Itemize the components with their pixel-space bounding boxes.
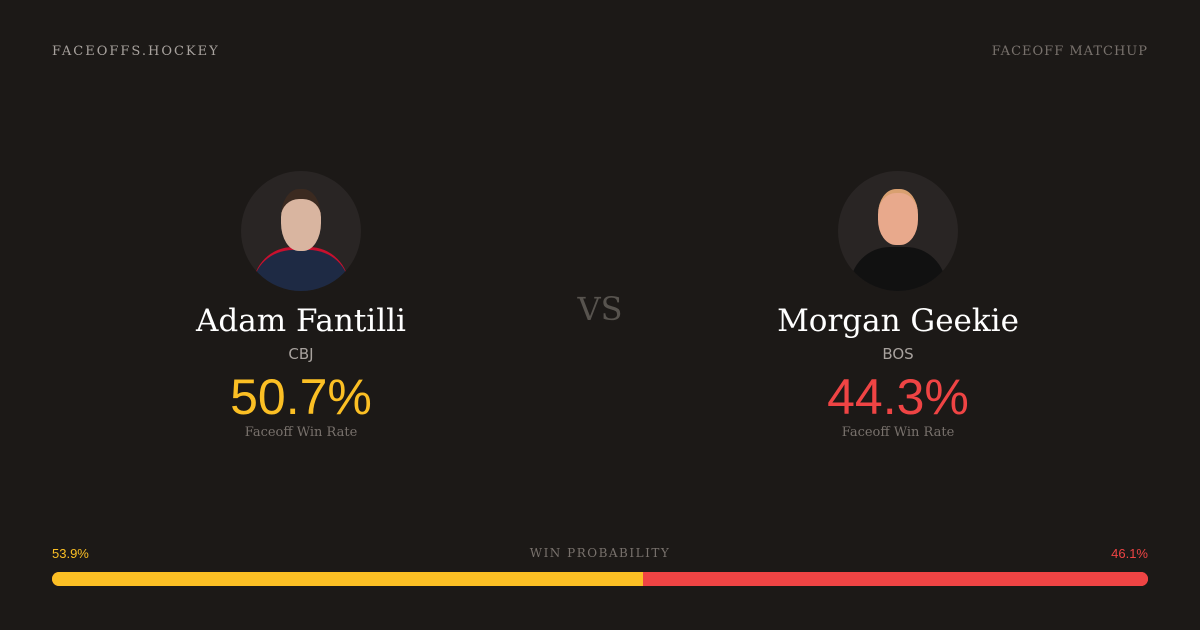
site-brand: FACEOFFS.HOCKEY [52,44,220,59]
player-team: BOS [882,345,914,363]
faceoff-rate: 50.7% [230,369,372,425]
win-probability-title: WIN PROBABILITY [529,546,671,560]
right-probability-fill [642,572,1148,586]
player-name: Adam Fantilli [196,303,406,339]
player-name: Morgan Geekie [777,303,1019,339]
player-team: CBJ [288,345,314,363]
vs-label: VS [577,290,623,328]
faceoff-rate-label: Faceoff Win Rate [841,425,955,440]
faceoff-rate: 44.3% [827,369,969,425]
player-card-right: Morgan Geekie BOS 44.3% Faceoff Win Rate [698,171,1098,440]
player-avatar [838,171,958,291]
left-probability: 53.9% [52,546,89,561]
right-probability: 46.1% [1111,546,1148,561]
left-probability-fill [52,572,643,586]
faceoff-rate-label: Faceoff Win Rate [244,425,358,440]
player-avatar [241,171,361,291]
win-probability-bar [52,572,1148,586]
player-card-left: Adam Fantilli CBJ 50.7% Faceoff Win Rate [101,171,501,440]
page-tag: FACEOFF MATCHUP [991,44,1148,59]
